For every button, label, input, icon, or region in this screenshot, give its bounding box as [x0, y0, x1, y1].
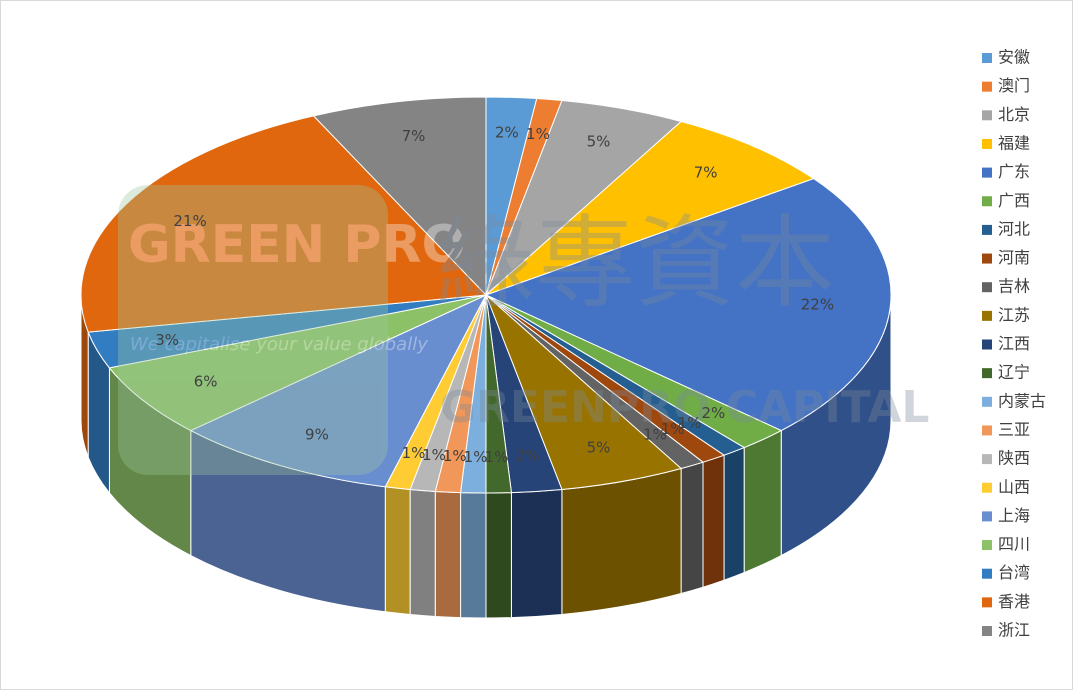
legend-label: 三亚 [998, 420, 1030, 439]
watermark-name-cn: 綠專資本 [435, 204, 835, 321]
data-label: 7% [402, 127, 426, 145]
data-label: 3% [155, 331, 179, 349]
legend-swatch [982, 310, 992, 321]
pie-side [743, 429, 782, 574]
legend-label: 台湾 [998, 563, 1030, 582]
pie-side [680, 461, 704, 595]
legend-label: 河南 [998, 248, 1030, 267]
legend-label: 辽宁 [998, 363, 1030, 382]
data-label: 1% [485, 448, 509, 466]
pie-side [510, 488, 563, 619]
legend-label: 陕西 [998, 449, 1030, 468]
legend-swatch [982, 138, 992, 149]
legend-label: 安徽 [998, 48, 1030, 67]
legend-label: 四川 [998, 535, 1030, 554]
data-label: 1% [443, 447, 467, 465]
data-label: 5% [587, 133, 611, 151]
legend-swatch [982, 282, 992, 293]
data-label: 1% [464, 448, 488, 466]
legend-swatch [982, 425, 992, 436]
data-label: 7% [694, 164, 718, 182]
legend-swatch [982, 224, 992, 235]
legend-swatch [982, 253, 992, 264]
legend-swatch [982, 597, 992, 608]
data-label: 1% [402, 444, 426, 462]
data-label: 1% [526, 125, 550, 143]
data-label: 2% [701, 404, 725, 422]
pie-side [409, 488, 436, 617]
pie-side [561, 467, 682, 616]
data-labels: 2% 1% 5%7%22%2%1%1%1%5%2%1%1%1%1%1%9%6%3%2… [155, 123, 834, 465]
pie-slice [189, 293, 488, 488]
legend-swatch [982, 167, 992, 178]
pie-slice [312, 96, 487, 297]
pie-sides [80, 294, 892, 619]
legend-swatch [982, 53, 992, 63]
data-label: 6% [194, 372, 218, 390]
data-label: 2% [495, 123, 519, 141]
pie-side [723, 446, 745, 581]
legend-swatch [982, 110, 992, 121]
pie-slice [484, 178, 892, 432]
pie-side [384, 486, 411, 616]
pie-tops [80, 96, 892, 494]
legend-label: 北京 [998, 105, 1030, 124]
data-label: 9% [305, 425, 329, 443]
data-label: 1% [422, 446, 446, 464]
legend-label: 内蒙古 [998, 391, 1046, 410]
pie-slice [485, 120, 815, 296]
pie-slice [108, 294, 487, 432]
legend-label: 上海 [998, 506, 1030, 525]
legend-swatch [982, 339, 992, 350]
legend-swatch [982, 196, 992, 207]
watermark-logo: GREEN PRO [128, 215, 466, 275]
legend-label: 澳门 [998, 76, 1030, 95]
pie-side [702, 454, 725, 588]
data-label: 1% [643, 425, 667, 443]
legend-swatch [982, 81, 992, 92]
legend-swatch [982, 540, 992, 551]
data-label: 5% [587, 438, 611, 456]
legend-swatch [982, 482, 992, 493]
legend-label: 江苏 [998, 305, 1030, 324]
pie-side [434, 490, 462, 619]
legend-label: 河北 [998, 219, 1030, 238]
legend-swatch [982, 626, 992, 636]
legend-label: 广东 [998, 162, 1030, 181]
legend-label: 广西 [998, 191, 1030, 210]
legend-label: 浙江 [998, 621, 1030, 640]
watermark: GREEN PRO We capitalise your value globa… [118, 185, 929, 475]
watermark-logo-box [118, 185, 388, 475]
pie-slice [80, 115, 488, 333]
data-label: 22% [801, 296, 834, 314]
legend-label: 香港 [998, 592, 1030, 611]
data-label: 1% [678, 414, 702, 432]
legend-swatch [982, 454, 992, 465]
watermark-name-en: GREENPRO CAPITAL [440, 382, 929, 433]
data-label: 21% [173, 212, 206, 230]
pie-side [485, 492, 512, 619]
legend: 安徽澳门北京福建广东广西河北河南吉林江苏江西辽宁内蒙古三亚陕西山西上海四川台湾香… [982, 48, 1046, 640]
legend-label: 江西 [998, 334, 1030, 353]
data-label: 2% [516, 447, 540, 465]
legend-swatch [982, 568, 992, 579]
legend-swatch [982, 511, 992, 522]
pie-side [460, 492, 487, 619]
legend-swatch [982, 396, 992, 407]
legend-label: 山西 [998, 477, 1030, 496]
watermark-slogan: We capitalise your value globally [130, 334, 428, 355]
legend-label: 吉林 [998, 277, 1030, 296]
legend-swatch [982, 368, 992, 379]
data-label: 1% [661, 420, 685, 438]
legend-label: 福建 [998, 133, 1030, 152]
